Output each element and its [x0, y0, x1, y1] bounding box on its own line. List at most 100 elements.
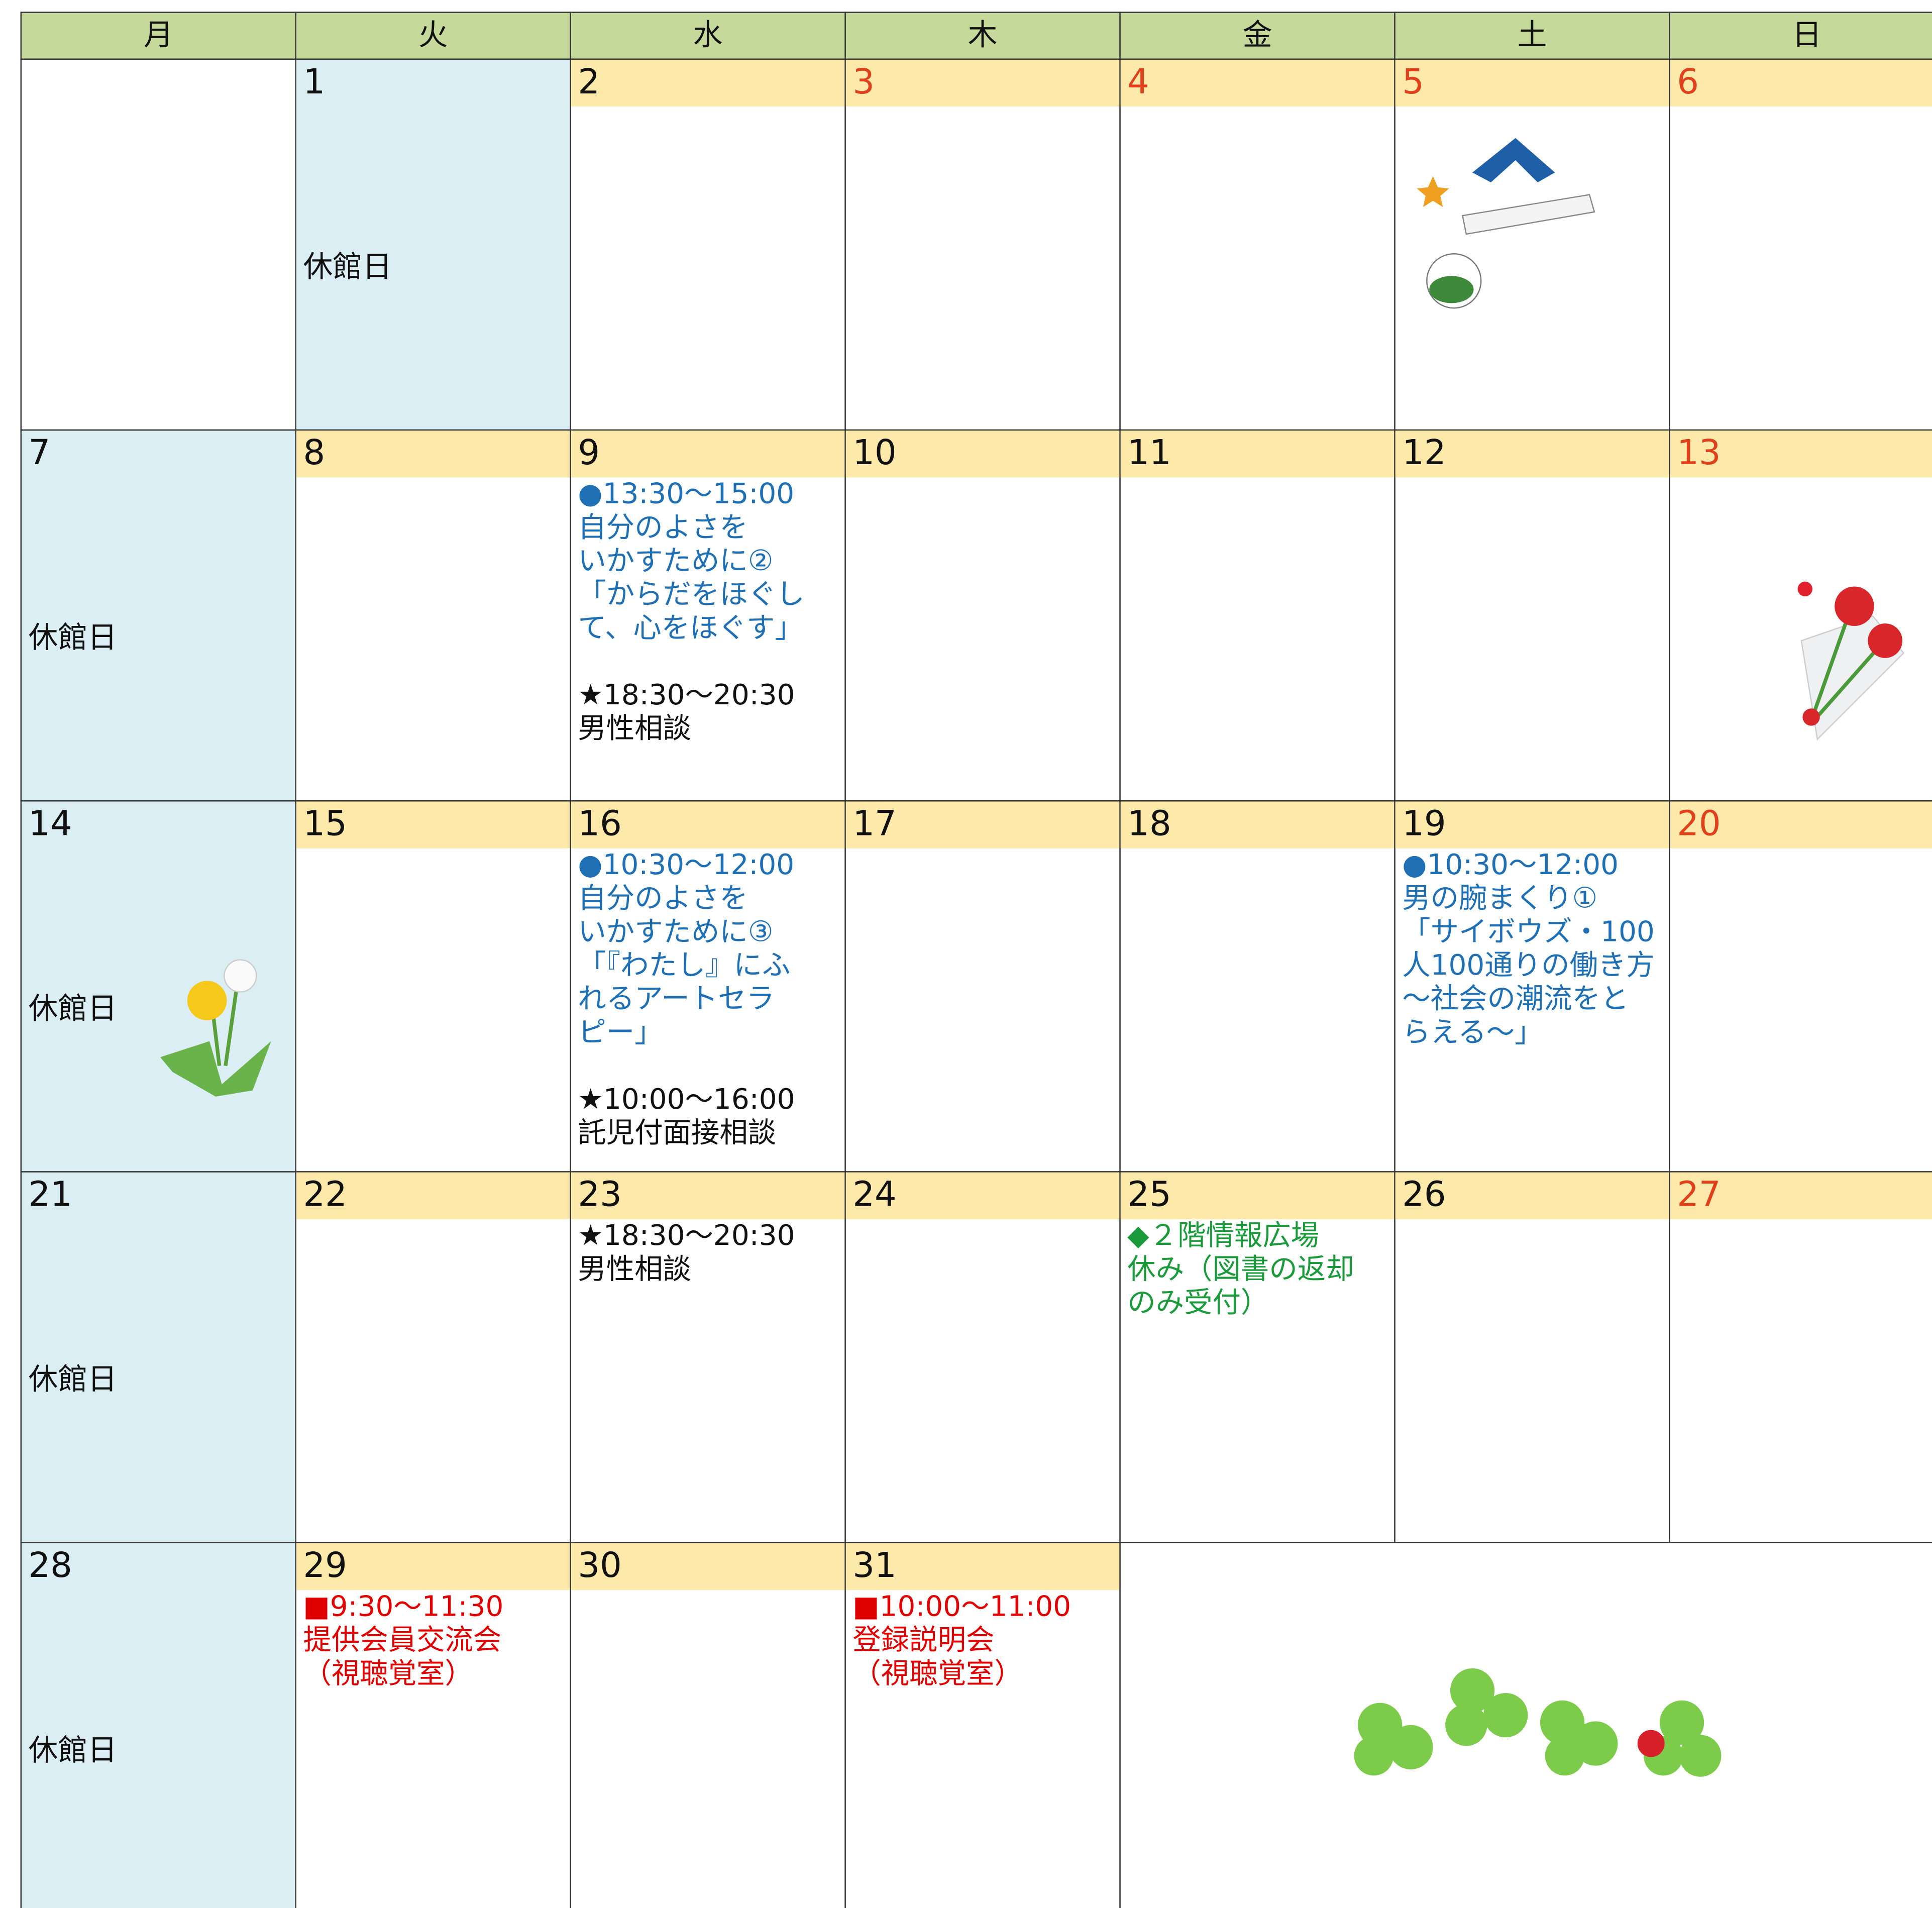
day-number: 4 — [1127, 62, 1149, 102]
day-cell — [20, 429, 296, 802]
date-band — [296, 1543, 570, 1591]
day-cell — [1394, 429, 1670, 802]
event-text: ●13:30～15:00 — [578, 478, 794, 510]
day-number: 16 — [578, 803, 621, 843]
day-number: 28 — [28, 1545, 72, 1585]
closed-note: 休館日 — [28, 1733, 117, 1767]
day-cell — [1669, 800, 1932, 1173]
date-band — [296, 1172, 570, 1219]
ladybug — [1637, 1730, 1665, 1757]
day-cell — [20, 1171, 296, 1544]
mochi-leaf — [1429, 276, 1474, 303]
day-cell — [20, 1542, 296, 1908]
date-band — [1670, 431, 1932, 478]
event-text: 男性相談 — [578, 1253, 691, 1286]
date-band — [845, 59, 1120, 107]
event-text: のみ受付） — [1127, 1287, 1269, 1319]
day-cell — [570, 58, 846, 431]
weekday: 金 — [1243, 18, 1272, 52]
event-text: （視聴覚室） — [303, 1657, 473, 1690]
date-band — [1670, 59, 1932, 107]
day-cell — [1669, 58, 1932, 431]
date-band — [1120, 801, 1394, 849]
day-number: 22 — [303, 1175, 347, 1215]
day-cell — [1669, 1171, 1932, 1544]
header-cell — [570, 12, 846, 60]
weekday: 月 — [144, 18, 173, 52]
stem — [1812, 646, 1881, 722]
day-number: 25 — [1127, 1175, 1171, 1215]
event-text: ●10:30～12:00 — [578, 849, 794, 881]
event-text: 休み（図書の返却 — [1127, 1253, 1354, 1286]
event-text: ★18:30～20:30 — [578, 679, 795, 711]
date-band — [1395, 801, 1669, 849]
flower — [1868, 623, 1903, 658]
event-text: 男の腕まくり① — [1402, 882, 1597, 915]
event-text: ピー」 — [578, 1016, 663, 1048]
day-cell — [20, 58, 296, 431]
date-band — [1120, 431, 1394, 478]
day-cell — [844, 1542, 1121, 1908]
event-text: れるアートセラ — [578, 983, 774, 1015]
day-cell — [570, 1171, 846, 1544]
header-cell — [1669, 12, 1932, 60]
event-text: （視聴覚室） — [852, 1657, 1022, 1690]
date-band — [1120, 1172, 1394, 1219]
event-text: ■10:00～11:00 — [852, 1590, 1071, 1623]
event-text: 登録説明会 — [852, 1624, 994, 1656]
day-number: 31 — [852, 1545, 896, 1585]
day-cell — [1119, 800, 1396, 1173]
date-band — [1395, 59, 1669, 107]
event-text: 提供会員交流会 — [303, 1624, 501, 1656]
day-cell — [295, 800, 571, 1173]
illustrations — [160, 138, 1905, 1777]
weekday: 木 — [968, 18, 998, 52]
header-cell — [20, 12, 296, 60]
heart — [1797, 581, 1813, 597]
day-cell — [1394, 58, 1670, 431]
date-band — [1395, 1172, 1669, 1219]
kabuto-band — [1461, 194, 1595, 235]
day-cell — [1394, 800, 1670, 1173]
closed-note: 休館日 — [303, 249, 392, 284]
date-band — [1120, 59, 1394, 107]
event-text: て、心をほぐす」 — [578, 611, 803, 644]
weekday: 水 — [693, 18, 723, 52]
day-cell — [570, 429, 846, 802]
day-number: 19 — [1402, 803, 1446, 843]
day-number: 21 — [28, 1175, 72, 1215]
day-cell — [1119, 58, 1396, 431]
event-text: ★10:00～16:00 — [578, 1083, 795, 1116]
day-number: 20 — [1677, 803, 1721, 843]
day-number: 12 — [1402, 433, 1446, 473]
event-text: 男性相談 — [578, 712, 691, 745]
event-text: いかすために② — [578, 545, 773, 577]
date-band — [1670, 801, 1932, 849]
day-number: 27 — [1677, 1175, 1721, 1215]
day-number: 23 — [578, 1175, 621, 1215]
date-band — [571, 801, 845, 849]
date-band — [845, 801, 1120, 849]
day-cell — [570, 1542, 846, 1908]
flower — [187, 981, 227, 1020]
header-cell — [1394, 12, 1670, 60]
day-number: 18 — [1127, 803, 1171, 843]
event-text: 託児付面接相談 — [578, 1117, 776, 1149]
date-band — [1395, 431, 1669, 478]
event-text: らえる～」 — [1402, 1016, 1543, 1048]
day-cell — [844, 58, 1121, 431]
grid: 月火水木金土日1休館日2 3 4 5 67休館日8 9●13:30～15:00自分のよさを… — [20, 12, 1932, 1908]
event-text: ●10:30～12:00 — [1402, 849, 1619, 881]
date-band — [845, 1543, 1120, 1591]
day-cell — [570, 800, 846, 1173]
day-cell — [1394, 1171, 1670, 1544]
ribbon — [1802, 708, 1820, 726]
day-cell — [295, 429, 571, 802]
event-text: 「『わたし』にふ — [578, 949, 790, 982]
day-number: 11 — [1127, 433, 1171, 473]
event-text: 自分のよさを — [578, 511, 747, 544]
seedhead — [224, 959, 257, 993]
event-text: 「からだをほぐし — [578, 578, 804, 611]
weekday: 土 — [1518, 18, 1547, 52]
